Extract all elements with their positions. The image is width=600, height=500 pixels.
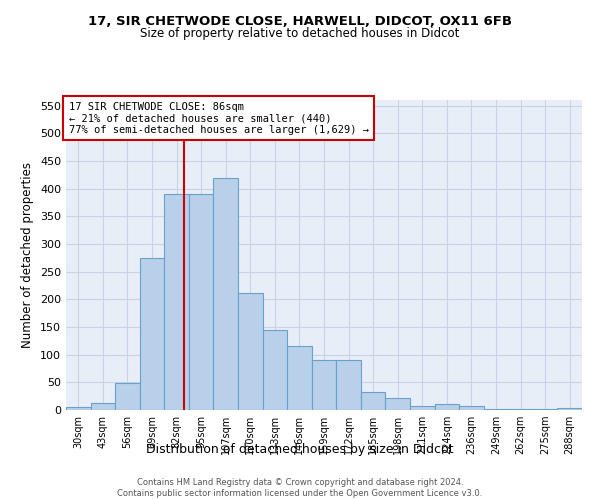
Bar [557,408,582,410]
Bar [164,194,189,410]
Bar [410,406,434,410]
Bar [361,392,385,410]
Bar [385,398,410,410]
Bar [312,360,336,410]
Bar [140,258,164,410]
Bar [238,293,263,410]
Bar [66,407,91,410]
Text: Size of property relative to detached houses in Didcot: Size of property relative to detached ho… [140,28,460,40]
Bar [115,383,140,410]
Bar [508,409,533,410]
Bar [484,409,508,410]
Text: 17 SIR CHETWODE CLOSE: 86sqm
← 21% of detached houses are smaller (440)
77% of s: 17 SIR CHETWODE CLOSE: 86sqm ← 21% of de… [68,102,368,134]
Text: 17, SIR CHETWODE CLOSE, HARWELL, DIDCOT, OX11 6FB: 17, SIR CHETWODE CLOSE, HARWELL, DIDCOT,… [88,15,512,28]
Y-axis label: Number of detached properties: Number of detached properties [22,162,34,348]
Text: Contains HM Land Registry data © Crown copyright and database right 2024.
Contai: Contains HM Land Registry data © Crown c… [118,478,482,498]
Text: Distribution of detached houses by size in Didcot: Distribution of detached houses by size … [146,442,454,456]
Bar [263,330,287,410]
Bar [189,194,214,410]
Bar [459,406,484,410]
Bar [287,346,312,410]
Bar [91,403,115,410]
Bar [434,404,459,410]
Bar [214,178,238,410]
Bar [336,360,361,410]
